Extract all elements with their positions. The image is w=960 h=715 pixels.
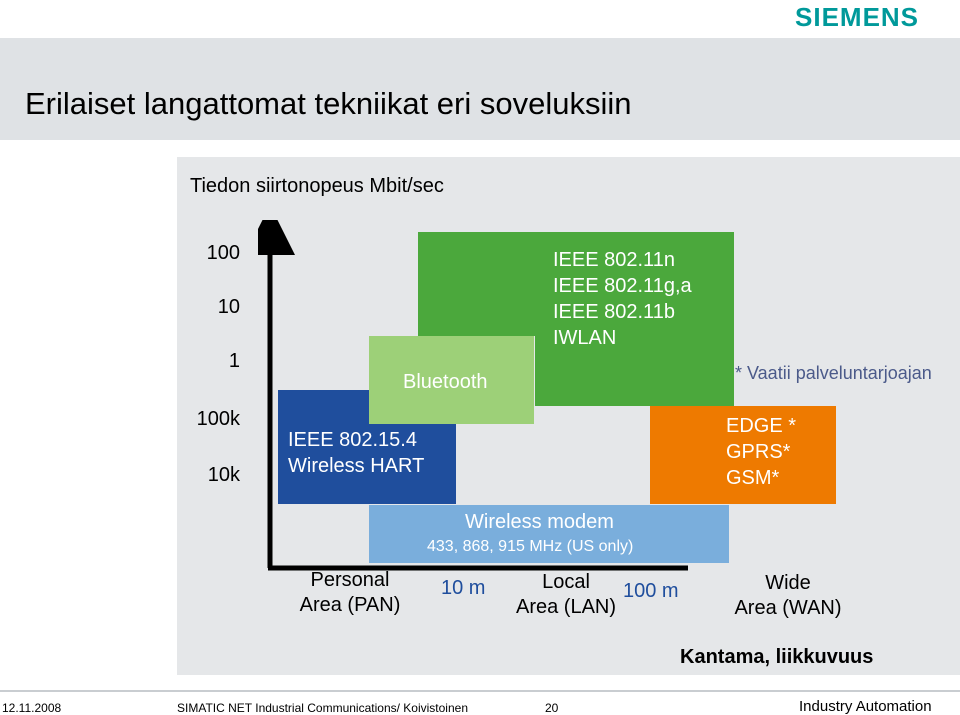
cellular-box: EDGE * GPRS* GSM* <box>650 406 836 504</box>
pan-label-line1: Personal <box>310 569 390 591</box>
wireless-modem-title: Wireless modem <box>465 511 614 533</box>
provider-note: * Vaatii palveluntarjoajan <box>735 363 932 383</box>
cellular-line3: GSM* <box>726 467 780 489</box>
wan-label: Wide Area (WAN) <box>718 571 858 621</box>
y-label-10: 10 <box>217 296 240 318</box>
ieee-802154-line1: IEEE 802.15.4 <box>288 429 417 451</box>
footer-divider <box>0 690 960 692</box>
y-label-1: 1 <box>228 350 240 372</box>
title-band <box>0 38 960 140</box>
axes <box>258 220 688 571</box>
x-axis-title: Kantama, liikkuvuus <box>680 646 874 668</box>
distance-10m: 10 m <box>441 577 486 599</box>
lan-label-line2: Area (LAN) <box>515 596 617 618</box>
distance-100m: 100 m <box>623 580 679 602</box>
wlan-line4: IWLAN <box>553 327 617 349</box>
diagram-subtitle: Tiedon siirtonopeus Mbit/sec <box>190 175 444 197</box>
pan-label-line2: Area (PAN) <box>299 594 401 616</box>
footer-text: SIMATIC NET Industrial Communications/ K… <box>177 701 468 715</box>
lan-label: Local Area (LAN) <box>496 570 636 620</box>
bluetooth-box: Bluetooth <box>369 336 534 424</box>
wlan-line1: IEEE 802.11n <box>553 249 675 271</box>
footer-page-number: 20 <box>545 701 559 715</box>
y-label-100: 100 <box>206 242 240 264</box>
cellular-line2: GPRS* <box>726 441 791 463</box>
y-label-10k: 10k <box>207 464 240 486</box>
bluetooth-label: Bluetooth <box>403 371 488 393</box>
bluetooth-range-block <box>418 232 538 336</box>
wlan-box: IEEE 802.11n IEEE 802.11g,a IEEE 802.11b… <box>535 232 734 406</box>
wan-label-line2: Area (WAN) <box>734 597 842 619</box>
y-label-100k: 100k <box>196 408 240 430</box>
footer-date: 12.11.2008 <box>2 701 62 715</box>
wireless-modem-box: Wireless modem 433, 868, 915 MHz (US onl… <box>369 505 729 563</box>
ieee-802154-line2: Wireless HART <box>288 455 425 477</box>
wlan-line2: IEEE 802.11g,a <box>553 275 692 297</box>
cellular-line1: EDGE * <box>726 415 797 437</box>
wlan-line3: IEEE 802.11b <box>553 301 675 323</box>
pan-label: Personal Area (PAN) <box>280 568 420 618</box>
footer-right: Industry Automation <box>799 698 932 715</box>
siemens-logo: SIEMENS <box>795 2 920 32</box>
lan-label-line1: Local <box>542 571 590 593</box>
wan-label-line1: Wide <box>765 572 811 594</box>
wireless-modem-subtitle: 433, 868, 915 MHz (US only) <box>427 538 634 555</box>
page-title: Erilaiset langattomat tekniikat eri sove… <box>25 86 632 121</box>
